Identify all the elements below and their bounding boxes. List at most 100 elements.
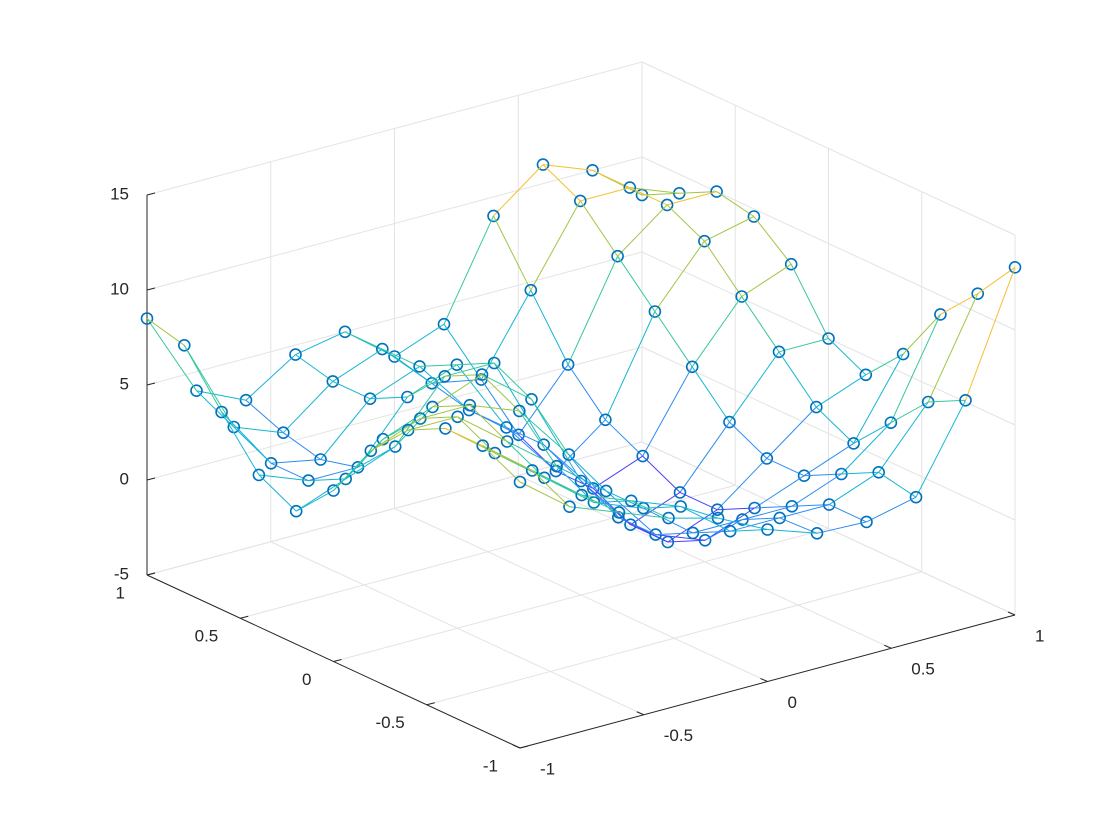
mesh-line: [308, 466, 359, 482]
marker: [896, 347, 910, 361]
mesh-line: [779, 504, 830, 519]
mesh-line: [853, 422, 892, 444]
marker: [624, 518, 637, 532]
marker: [437, 317, 451, 331]
mesh-line: [779, 517, 818, 534]
y-tick-label: 0.5: [195, 627, 219, 646]
mesh-line: [927, 293, 979, 403]
mesh-line: [443, 215, 494, 325]
mesh-line: [605, 490, 644, 509]
marker: [513, 475, 527, 489]
marker: [327, 484, 340, 497]
marker: [623, 181, 637, 194]
mesh-line: [580, 187, 630, 202]
mesh-line: [618, 516, 656, 536]
marker: [524, 283, 538, 297]
mesh-line: [332, 348, 383, 382]
mesh-line: [631, 500, 681, 507]
floor-grid-line: [426, 571, 922, 706]
y-tick: [426, 702, 435, 706]
marker: [550, 459, 563, 473]
mesh-line: [593, 502, 644, 509]
x-tick: [884, 644, 892, 649]
marker: [959, 393, 972, 407]
mesh-line: [680, 506, 731, 532]
marker: [178, 338, 191, 352]
wall-grid-line: [641, 441, 1016, 616]
mesh-line: [320, 459, 359, 468]
mesh-line: [445, 427, 483, 447]
y-tick-label: 1: [116, 583, 125, 602]
marker: [500, 421, 513, 434]
mesh-line: [233, 426, 284, 434]
mesh-line: [481, 374, 532, 400]
marker: [439, 422, 452, 435]
mesh-line: [542, 164, 593, 171]
mesh-line: [369, 365, 420, 400]
wall-grid-line: [641, 346, 1016, 521]
mesh-line: [407, 375, 445, 398]
mesh-line: [717, 517, 768, 530]
mesh-line: [332, 380, 371, 400]
wall-grid-line: [146, 156, 643, 291]
marker: [698, 234, 711, 248]
marker: [822, 498, 836, 511]
x-tick: [1007, 611, 1016, 616]
mesh-line: [183, 345, 223, 413]
z-tick-label: 0: [120, 469, 129, 488]
mesh-line: [344, 331, 383, 350]
mesh-line: [729, 421, 768, 459]
marker: [809, 400, 823, 414]
marker: [475, 368, 489, 381]
mesh-line: [519, 481, 570, 508]
z-tick-label: 5: [120, 374, 129, 393]
mesh-line: [530, 200, 581, 291]
marker: [723, 415, 736, 429]
mesh-line: [865, 353, 904, 376]
mesh-line: [828, 338, 867, 376]
mesh-line: [605, 490, 656, 535]
mesh-line: [493, 362, 532, 400]
mesh-line: [320, 398, 371, 460]
mesh-line: [506, 426, 544, 446]
mesh-line: [518, 364, 569, 436]
marker: [525, 392, 538, 406]
marker: [375, 342, 389, 356]
mesh-line: [443, 323, 482, 380]
marker: [289, 504, 303, 518]
mesh-line: [729, 351, 780, 423]
mesh-line: [691, 366, 730, 423]
mesh-line: [258, 474, 297, 512]
mesh-line: [271, 459, 321, 464]
mesh-line: [419, 366, 470, 411]
mesh-line: [878, 401, 929, 473]
marker: [735, 290, 749, 303]
mesh-line: [382, 418, 421, 440]
mesh-line: [778, 351, 817, 408]
mesh-line: [245, 354, 296, 401]
mesh-line: [258, 474, 309, 482]
z-tick: [146, 192, 156, 196]
y-tick-label: -0.5: [375, 713, 404, 732]
mesh-line: [767, 529, 818, 534]
mesh-line: [506, 441, 557, 467]
mesh-line: [592, 169, 631, 189]
mesh-line: [716, 458, 768, 511]
marker: [586, 164, 599, 177]
mesh-line: [766, 406, 817, 459]
mesh-line: [617, 204, 668, 257]
marker: [636, 449, 650, 463]
mesh-line: [221, 411, 260, 476]
y-tick-label: -1: [483, 756, 498, 775]
mesh-line: [493, 362, 545, 445]
mesh-line: [666, 204, 705, 242]
mesh-line: [382, 348, 420, 367]
mesh-line: [382, 348, 433, 384]
mesh-line: [754, 475, 805, 509]
mesh-line: [642, 366, 693, 457]
marker: [698, 533, 712, 547]
mesh-line: [778, 338, 829, 353]
mesh-line: [469, 404, 520, 412]
mesh-line: [531, 469, 582, 496]
mesh-line: [568, 454, 607, 492]
